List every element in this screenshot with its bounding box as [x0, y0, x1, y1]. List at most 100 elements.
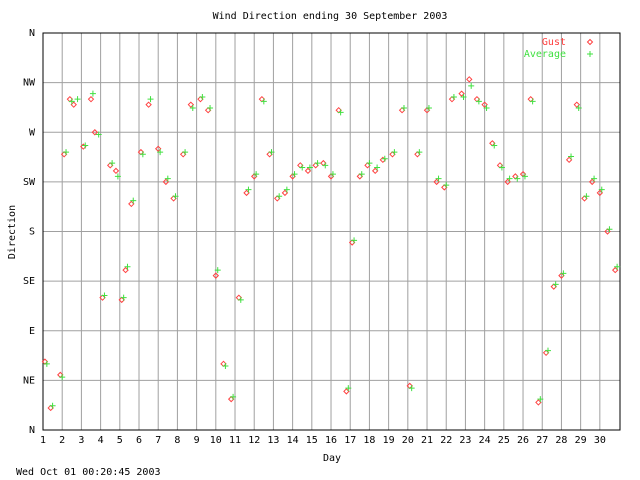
x-tick-label: 10 [210, 435, 222, 446]
x-axis-label: Day [323, 453, 341, 464]
point [283, 186, 290, 193]
x-tick-label: 14 [287, 435, 299, 446]
point [91, 129, 99, 136]
x-tick-label: 7 [155, 435, 161, 446]
point [68, 98, 75, 105]
x-tick-label: 5 [117, 435, 123, 446]
point [299, 164, 306, 171]
point [575, 104, 582, 111]
legend-label: Gust [542, 37, 566, 48]
point [351, 237, 358, 244]
x-tick-label: 6 [136, 435, 142, 446]
point [416, 149, 423, 156]
point [130, 197, 137, 204]
point [139, 151, 146, 158]
x-tick-label: 3 [78, 435, 84, 446]
x-tick-label: 24 [479, 435, 491, 446]
point [291, 171, 298, 178]
point [491, 142, 498, 149]
x-tick-label: 23 [459, 435, 471, 446]
point [145, 101, 152, 108]
chart-title: Wind Direction ending 30 September 2003 [213, 11, 448, 22]
point [276, 193, 283, 200]
point [400, 104, 407, 111]
point [164, 175, 171, 182]
point [306, 164, 313, 171]
point [381, 155, 388, 162]
point [391, 149, 398, 156]
point [425, 104, 432, 111]
point [268, 149, 275, 156]
legend-marker [587, 51, 593, 57]
point [95, 131, 102, 138]
y-tick-label: N [29, 425, 35, 436]
point [172, 193, 179, 200]
point [189, 104, 196, 111]
point [89, 90, 96, 97]
x-tick-label: 4 [98, 435, 104, 446]
plot-frame [42, 32, 621, 431]
point [552, 281, 559, 288]
point [537, 396, 544, 403]
x-tick-label: 13 [267, 435, 279, 446]
point [544, 347, 551, 354]
x-tick-label: 20 [402, 435, 414, 446]
y-tick-label: N [29, 28, 35, 39]
point [568, 153, 575, 160]
point [460, 93, 467, 100]
footer: Wed Oct 01 00:20:45 2003 [16, 467, 161, 478]
x-tick-label: 26 [517, 435, 529, 446]
point [43, 360, 50, 367]
x-tick-label: 11 [229, 435, 241, 446]
y-tick-label: E [29, 326, 35, 337]
point [468, 82, 475, 89]
point [573, 101, 581, 108]
point [230, 393, 237, 400]
point [458, 90, 465, 97]
x-tick-label: 30 [594, 435, 606, 446]
point [253, 171, 260, 178]
x-tick-label: 19 [383, 435, 395, 446]
point [506, 175, 513, 182]
x-tick-label: 18 [363, 435, 375, 446]
point [481, 101, 488, 108]
point [521, 173, 528, 180]
point [374, 164, 381, 171]
x-tick-label: 22 [440, 435, 452, 446]
y-tick-label: SE [23, 276, 35, 287]
point [614, 263, 621, 270]
point [187, 101, 195, 108]
point [120, 294, 127, 301]
x-tick-label: 15 [306, 435, 318, 446]
point [114, 173, 121, 180]
point [514, 175, 521, 182]
point [101, 292, 108, 299]
point [182, 149, 189, 156]
x-tick-label: 17 [344, 435, 356, 446]
point [591, 175, 598, 182]
y-tick-label: NW [23, 78, 36, 89]
point [74, 96, 81, 103]
point [475, 98, 482, 105]
x-tick-label: 27 [536, 435, 548, 446]
point [157, 149, 164, 156]
point [237, 296, 244, 303]
x-tick-label: 29 [575, 435, 587, 446]
point [112, 167, 120, 175]
point [498, 164, 505, 171]
x-tick-label: 12 [248, 435, 260, 446]
point [450, 93, 457, 100]
point [598, 186, 605, 193]
y-tick-label: S [29, 227, 35, 238]
point [63, 149, 70, 156]
point [147, 96, 154, 103]
point [260, 98, 267, 105]
y-axis-label: Direction [7, 205, 18, 259]
point [443, 182, 450, 189]
point [529, 98, 536, 105]
y-tick-label: W [29, 127, 36, 138]
point [314, 160, 321, 167]
